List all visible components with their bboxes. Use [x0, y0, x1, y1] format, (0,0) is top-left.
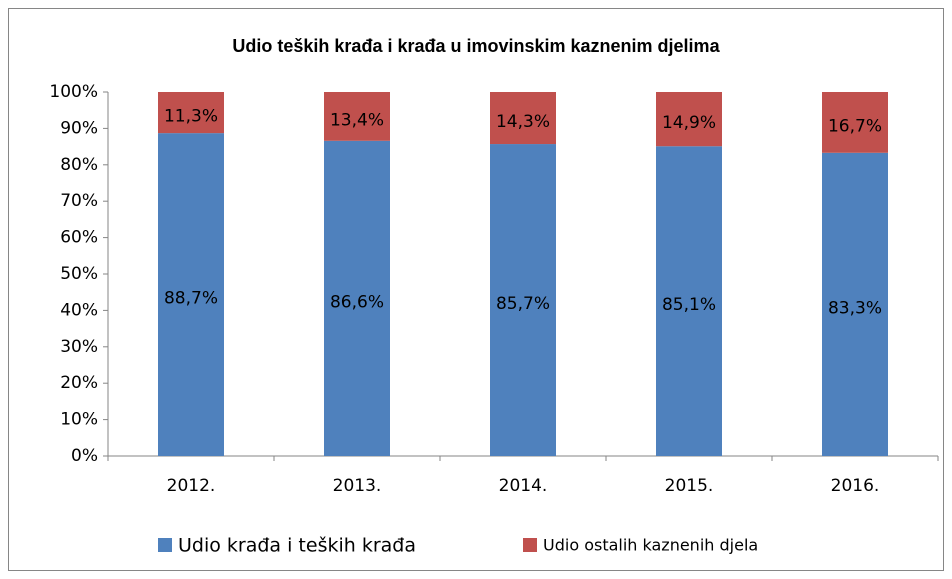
y-tick-label: 0% [71, 446, 98, 466]
bar-segment [490, 92, 556, 145]
y-tick-label: 60% [60, 228, 98, 248]
data-label: 85,1% [662, 295, 716, 315]
y-tick-label: 90% [60, 118, 98, 138]
x-tick-label: 2013. [333, 476, 382, 496]
bar-segment [324, 140, 390, 456]
data-label: 16,7% [828, 116, 882, 136]
legend-label: Udio ostalih kaznenih djela [543, 536, 758, 555]
legend-label: Udio krađa i teških krađa [178, 535, 416, 557]
y-tick-label: 40% [60, 300, 98, 320]
bar-segment [490, 144, 556, 456]
bar-segment [822, 92, 888, 153]
bar-segment [158, 133, 224, 456]
y-tick-label: 70% [60, 191, 98, 211]
y-tick-label: 80% [60, 155, 98, 175]
y-tick-label: 30% [60, 337, 98, 357]
bar-segment [656, 146, 722, 456]
bar-segment [324, 92, 390, 141]
x-tick-label: 2012. [167, 476, 216, 496]
chart-title: Udio teških krađa i krađa u imovinskim k… [232, 36, 720, 56]
y-tick-label: 50% [60, 264, 98, 284]
bar-segment [822, 152, 888, 456]
data-label: 14,3% [496, 112, 550, 132]
y-tick-label: 10% [60, 410, 98, 430]
data-label: 86,6% [330, 292, 384, 312]
x-tick-label: 2016. [831, 476, 880, 496]
data-label: 13,4% [330, 110, 384, 130]
chart-border [8, 8, 944, 571]
x-tick-label: 2014. [499, 476, 548, 496]
y-tick-label: 20% [60, 373, 98, 393]
legend-swatch [523, 538, 537, 552]
data-label: 83,3% [828, 298, 882, 318]
data-label: 14,9% [662, 113, 716, 133]
bar-segment [158, 92, 224, 134]
data-label: 88,7% [164, 289, 218, 309]
legend-swatch [158, 538, 172, 552]
x-tick-label: 2015. [665, 476, 714, 496]
y-tick-label: 100% [49, 82, 98, 102]
data-label: 11,3% [164, 107, 218, 127]
bar-segment [656, 92, 722, 147]
data-label: 85,7% [496, 294, 550, 314]
